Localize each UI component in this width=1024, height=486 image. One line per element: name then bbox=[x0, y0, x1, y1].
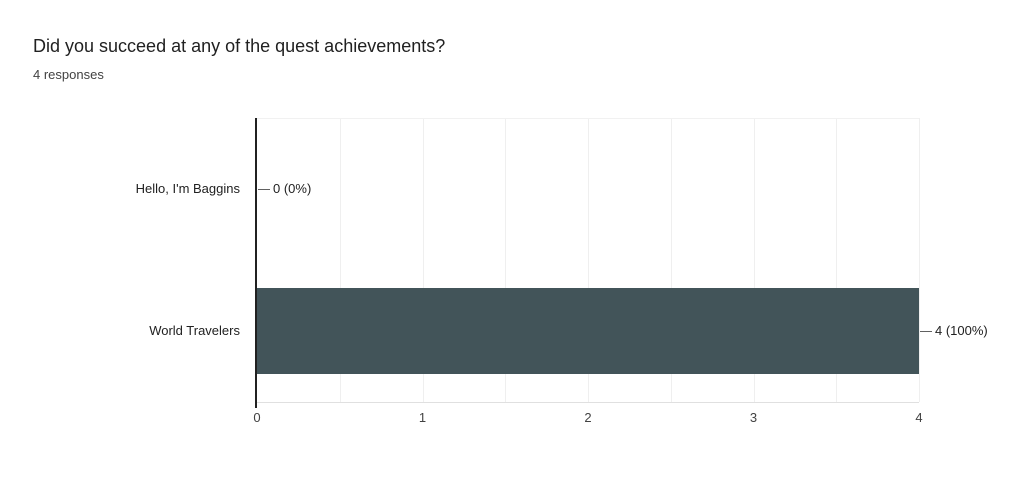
gridline bbox=[670, 118, 672, 402]
gridline bbox=[753, 118, 755, 402]
gridline bbox=[505, 118, 507, 402]
value-leader-line bbox=[258, 189, 270, 190]
question-title: Did you succeed at any of the quest achi… bbox=[33, 36, 446, 56]
value-label-hello-i-m-baggins: 0 (0%) bbox=[273, 181, 312, 196]
value-label-world-travelers: 4 (100%) bbox=[935, 323, 988, 338]
x-tick-label-3: 3 bbox=[749, 410, 758, 425]
responses-count: 4 responses bbox=[33, 67, 104, 82]
x-tick-label-0: 0 bbox=[253, 410, 261, 425]
value-leader-line bbox=[920, 331, 932, 332]
x-tick-label-4: 4 bbox=[915, 410, 923, 425]
gridline bbox=[339, 118, 341, 402]
gridline bbox=[919, 118, 920, 402]
gridline bbox=[422, 118, 424, 402]
plot-top-border bbox=[257, 118, 919, 119]
gridline bbox=[836, 118, 838, 402]
bar-world-travelers[interactable] bbox=[257, 288, 919, 374]
category-label-hello-i-m-baggins: Hello, I'm Baggins bbox=[135, 181, 240, 196]
x-axis-baseline bbox=[257, 402, 919, 403]
gridline bbox=[588, 118, 589, 402]
y-axis-line bbox=[255, 118, 257, 408]
x-tick-label-1: 1 bbox=[418, 410, 427, 425]
category-label-world-travelers: World Travelers bbox=[149, 323, 240, 338]
x-tick-label-2: 2 bbox=[584, 410, 592, 425]
